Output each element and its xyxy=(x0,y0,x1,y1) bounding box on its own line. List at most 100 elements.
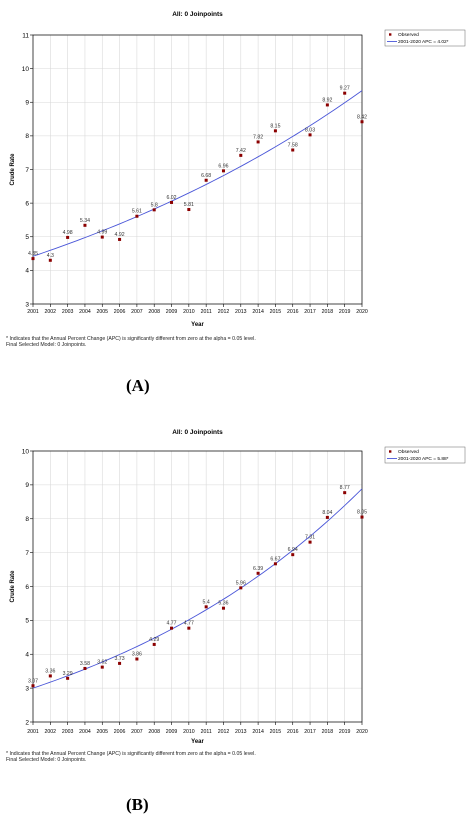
chart-b-observed-point xyxy=(100,665,104,669)
chart-a-observed-point xyxy=(187,208,191,212)
chart-a-xtick-label: 2002 xyxy=(45,309,57,315)
chart-b-model-line xyxy=(32,488,363,689)
chart-b-ytick-label: 5 xyxy=(25,618,29,625)
chart-b-ytick-label: 3 xyxy=(25,685,29,692)
chart-a-data-label: 5.8 xyxy=(151,202,158,208)
chart-a-observed-point xyxy=(343,91,347,95)
chart-a-xtick-label: 2013 xyxy=(235,309,247,315)
chart-a-ytick-label: 8 xyxy=(25,133,29,140)
chart-b-ytick-label: 7 xyxy=(25,550,29,557)
chart-a-xtick-label: 2011 xyxy=(201,309,212,315)
chart-b-observed-point xyxy=(343,491,347,495)
chart-b-data-label: 3.62 xyxy=(97,660,107,666)
chart-b-data-label: 5.36 xyxy=(218,601,228,607)
chart-b-legend-observed-marker xyxy=(389,450,392,453)
chart-b-data-label: 4.77 xyxy=(184,621,194,627)
chart-b-xtick-label: 2019 xyxy=(339,729,351,735)
chart-b-ytick-label: 10 xyxy=(22,448,30,455)
chart-a-xtick-label: 2019 xyxy=(339,309,351,315)
panel-label-b: (B) xyxy=(126,795,149,814)
chart-b-xtick-label: 2016 xyxy=(287,729,299,735)
chart-a-xtick-label: 2014 xyxy=(252,309,264,315)
chart-b-xtick-label: 2004 xyxy=(79,729,91,735)
chart-b-xtick-label: 2017 xyxy=(304,729,316,735)
chart-b-data-label: 3.07 xyxy=(28,678,38,684)
chart-b-observed-point xyxy=(221,606,225,610)
footnote-b-model: Final Selected Model: 0 Joinpoints. xyxy=(6,757,87,763)
chart-b-data-label: 6.67 xyxy=(270,556,280,562)
chart-a-observed-point xyxy=(31,257,35,261)
chart-b-y-axis-label: Crude Rate xyxy=(10,570,16,603)
chart-b-observed-point xyxy=(256,571,260,575)
chart-b-xtick-label: 2006 xyxy=(114,729,126,735)
chart-b-data-label: 7.31 xyxy=(305,535,315,541)
chart-b-xtick-label: 2011 xyxy=(201,729,212,735)
chart-b-observed-point xyxy=(239,586,243,590)
chart-a-ytick-label: 5 xyxy=(25,234,29,241)
chart-a-data-label: 4.35 xyxy=(28,251,38,257)
chart-b-xtick-label: 2014 xyxy=(252,729,264,735)
chart-a-xtick-label: 2020 xyxy=(356,309,368,315)
chart-a-ytick-label: 10 xyxy=(22,66,30,73)
chart-a-y-axis-label: Crude Rate xyxy=(10,153,16,186)
chart-a-data-label: 6.02 xyxy=(166,195,176,201)
chart-a-legend-observed-marker xyxy=(389,33,392,36)
chart-a-plot-frame xyxy=(32,34,363,305)
chart-b-observed-point xyxy=(360,515,364,519)
chart-b-observed-point xyxy=(170,626,174,630)
panel-label-a: (A) xyxy=(126,376,150,395)
chart-b-xtick-label: 2008 xyxy=(148,729,160,735)
chart-b-legend-observed-label: Observed xyxy=(398,449,419,455)
chart-a-data-label: 7.42 xyxy=(236,148,246,154)
chart-b-ytick-label: 2 xyxy=(25,719,29,726)
chart-b-xtick-label: 2001 xyxy=(27,729,39,735)
chart-b-xtick-label: 2015 xyxy=(270,729,282,735)
chart-b-xtick-label: 2007 xyxy=(131,729,143,735)
chart-a-xtick-label: 2007 xyxy=(131,309,143,315)
chart-a-observed-point xyxy=(221,169,225,173)
chart-b-ytick-label: 4 xyxy=(25,652,29,659)
chart-a-ytick-label: 9 xyxy=(25,100,29,107)
chart-b-observed-point xyxy=(152,642,156,646)
chart-a-observed-point xyxy=(170,200,174,204)
chart-b-data-label: 8.05 xyxy=(357,510,367,516)
chart-a-xtick-label: 2008 xyxy=(148,309,160,315)
chart-b-xtick-label: 2010 xyxy=(183,729,195,735)
chart-b-data-label: 5.96 xyxy=(236,580,246,586)
chart-a-ytick-label: 4 xyxy=(25,268,29,275)
chart-a-title: All: 0 Joinpoints xyxy=(172,11,223,18)
chart-a-model-line xyxy=(32,90,363,257)
chart-a-observed-point xyxy=(83,223,87,227)
chart-a-observed-point xyxy=(239,153,243,157)
chart-a-observed-point xyxy=(100,235,104,239)
chart-a-ytick-label: 11 xyxy=(22,32,29,39)
chart-a-xtick-label: 2005 xyxy=(96,309,108,315)
chart-b-data-label: 3.58 xyxy=(80,661,90,667)
chart-b-data-label: 3.29 xyxy=(63,671,73,677)
chart-b-data-label: 6.94 xyxy=(288,547,298,553)
chart-a-observed-point xyxy=(360,120,364,124)
chart-b-x-axis-label: Year xyxy=(191,739,204,745)
chart-a-data-label: 9.27 xyxy=(340,86,350,92)
chart-b-xtick-label: 2002 xyxy=(45,729,57,735)
chart-b-xtick-label: 2003 xyxy=(62,729,74,735)
chart-a-data-label: 8.92 xyxy=(322,97,332,103)
chart-a-x-axis-label: Year xyxy=(191,322,204,328)
chart-a-data-label: 5.34 xyxy=(80,218,90,224)
chart-a-data-label: 8.03 xyxy=(305,127,315,133)
chart-a-legend-observed-label: Observed xyxy=(398,32,419,38)
chart-a-xtick-label: 2003 xyxy=(62,309,74,315)
chart-b-data-label: 8.04 xyxy=(322,510,332,516)
chart-b-data-label: 3.86 xyxy=(132,651,142,657)
chart-b-observed-point xyxy=(48,674,52,678)
chart-a-ytick-label: 6 xyxy=(25,200,29,207)
chart-a-data-label: 6.96 xyxy=(218,163,228,169)
chart-a-data-label: 4.92 xyxy=(115,232,125,238)
footnote-a-significance: * Indicates that the Annual Percent Chan… xyxy=(6,336,256,342)
chart-a-xtick-label: 2006 xyxy=(114,309,126,315)
chart-a-xtick-label: 2001 xyxy=(27,309,39,315)
chart-a-observed-point xyxy=(118,237,122,241)
chart-a-observed-point xyxy=(291,148,295,152)
chart-a-observed-point xyxy=(256,140,260,144)
